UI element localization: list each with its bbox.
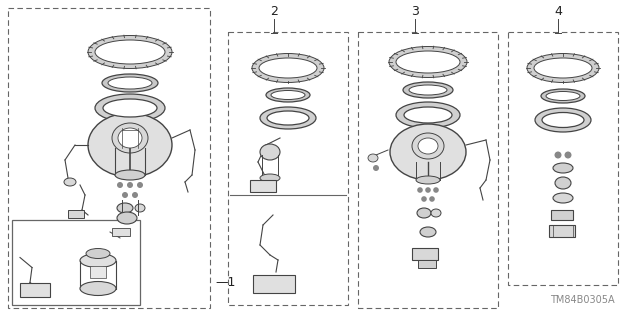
Circle shape bbox=[554, 152, 561, 159]
Ellipse shape bbox=[259, 58, 317, 78]
Ellipse shape bbox=[267, 111, 309, 125]
Ellipse shape bbox=[403, 82, 453, 98]
Bar bbox=[250, 180, 276, 192]
Ellipse shape bbox=[389, 47, 467, 78]
Ellipse shape bbox=[534, 58, 592, 78]
Text: —1: —1 bbox=[215, 277, 236, 290]
Ellipse shape bbox=[260, 144, 280, 160]
Ellipse shape bbox=[86, 249, 110, 258]
Bar bbox=[253, 275, 295, 293]
Bar bbox=[551, 210, 573, 220]
Ellipse shape bbox=[108, 77, 152, 89]
Ellipse shape bbox=[64, 178, 76, 186]
Bar bbox=[12, 220, 140, 305]
Ellipse shape bbox=[431, 209, 441, 217]
Ellipse shape bbox=[80, 281, 116, 295]
Circle shape bbox=[425, 187, 431, 193]
Bar bbox=[20, 283, 50, 297]
Ellipse shape bbox=[115, 170, 145, 180]
Ellipse shape bbox=[88, 35, 172, 69]
Ellipse shape bbox=[95, 40, 165, 64]
Bar bbox=[418, 260, 436, 268]
Ellipse shape bbox=[95, 94, 165, 122]
Ellipse shape bbox=[135, 204, 145, 212]
Ellipse shape bbox=[252, 54, 324, 83]
Ellipse shape bbox=[420, 227, 436, 237]
Text: TM84B0305A: TM84B0305A bbox=[550, 295, 615, 305]
Bar bbox=[8, 8, 210, 308]
Text: 2: 2 bbox=[270, 5, 278, 18]
Ellipse shape bbox=[417, 208, 431, 218]
Ellipse shape bbox=[271, 91, 305, 100]
Ellipse shape bbox=[396, 102, 460, 128]
Ellipse shape bbox=[553, 193, 573, 203]
Circle shape bbox=[421, 196, 427, 202]
Ellipse shape bbox=[88, 113, 172, 177]
Bar bbox=[90, 265, 106, 278]
Ellipse shape bbox=[112, 123, 148, 153]
Ellipse shape bbox=[527, 54, 599, 83]
Ellipse shape bbox=[117, 212, 137, 224]
Ellipse shape bbox=[553, 163, 573, 173]
Ellipse shape bbox=[102, 74, 158, 92]
Ellipse shape bbox=[416, 176, 440, 184]
Ellipse shape bbox=[368, 154, 378, 162]
Ellipse shape bbox=[80, 254, 116, 268]
Bar bbox=[508, 32, 618, 285]
Ellipse shape bbox=[117, 203, 133, 213]
Circle shape bbox=[373, 165, 379, 171]
Ellipse shape bbox=[555, 177, 571, 189]
Text: 4: 4 bbox=[554, 5, 562, 18]
Ellipse shape bbox=[412, 133, 444, 159]
Circle shape bbox=[137, 182, 143, 188]
Circle shape bbox=[564, 152, 572, 159]
Bar bbox=[412, 248, 438, 260]
Circle shape bbox=[117, 182, 123, 188]
Ellipse shape bbox=[396, 51, 460, 73]
Ellipse shape bbox=[409, 85, 447, 95]
Ellipse shape bbox=[118, 128, 142, 148]
Circle shape bbox=[132, 192, 138, 198]
Ellipse shape bbox=[260, 107, 316, 129]
Bar bbox=[358, 32, 498, 308]
Bar bbox=[549, 225, 575, 237]
Circle shape bbox=[122, 192, 128, 198]
Bar bbox=[228, 32, 348, 305]
Ellipse shape bbox=[404, 107, 452, 123]
Text: 3: 3 bbox=[411, 5, 419, 18]
Ellipse shape bbox=[542, 113, 584, 128]
Bar bbox=[68, 210, 84, 218]
Ellipse shape bbox=[266, 88, 310, 102]
Ellipse shape bbox=[260, 174, 280, 182]
Ellipse shape bbox=[546, 92, 580, 100]
Circle shape bbox=[417, 187, 423, 193]
Circle shape bbox=[127, 182, 133, 188]
Ellipse shape bbox=[541, 89, 585, 103]
Ellipse shape bbox=[418, 138, 438, 154]
Ellipse shape bbox=[103, 99, 157, 117]
Ellipse shape bbox=[535, 108, 591, 132]
Ellipse shape bbox=[390, 124, 466, 180]
Circle shape bbox=[429, 196, 435, 202]
Bar bbox=[112, 228, 130, 236]
Circle shape bbox=[433, 187, 439, 193]
